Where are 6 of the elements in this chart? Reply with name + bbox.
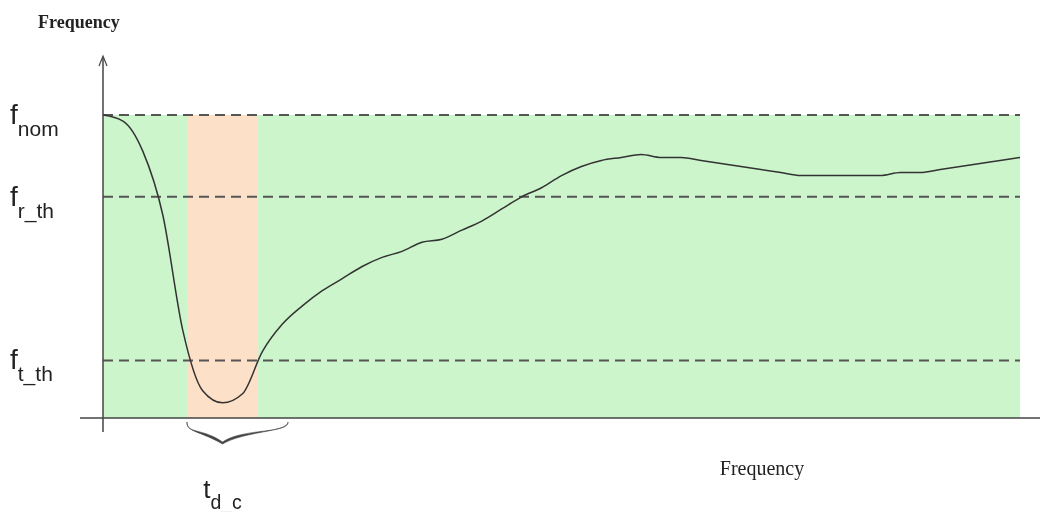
y-axis-title: Frequency [38,12,120,32]
text: t$_{d_c}$ [203,474,243,512]
text: Frequency [719,457,805,480]
ref-line-label: f$_{t_th}$ [10,344,53,386]
ref-line-label: f$_{r_th}$ [10,180,54,223]
ref-line-label: f$_{nom}$ [10,99,59,140]
